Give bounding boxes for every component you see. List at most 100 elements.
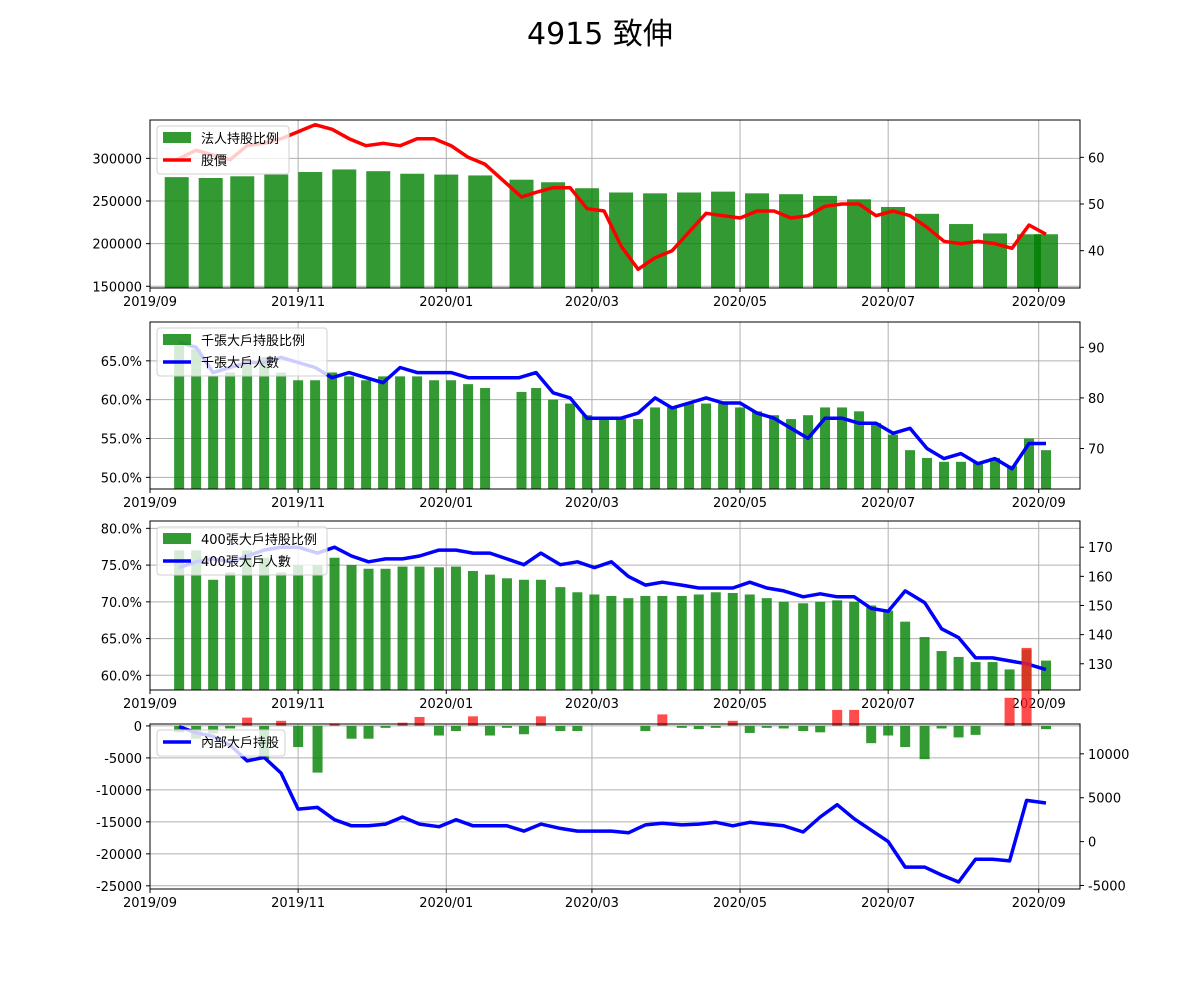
bar [798,725,809,732]
bar [871,422,882,489]
y-left-tick-label: -25000 [96,880,142,895]
bar [1034,234,1059,288]
bar [433,567,444,690]
y-left-tick-label: -20000 [96,848,142,863]
legend-label: 千張大戶人數 [201,356,279,371]
bar [412,376,423,489]
legend-label: 內部大戶持股 [201,736,279,751]
x-tick-label: 2020/05 [713,896,767,911]
bar [582,415,593,489]
bar [820,407,831,489]
bar [501,578,512,690]
x-tick-label: 2020/07 [861,295,915,310]
bar [990,457,1001,489]
x-tick-label: 2020/07 [861,896,915,911]
legend-box [156,327,328,377]
bar [344,376,355,489]
x-tick-label: 2020/09 [1012,896,1066,911]
bar [225,725,236,729]
bar [640,595,651,690]
bar [970,725,981,735]
bar [446,380,457,489]
bar [230,176,255,288]
x-tick-label: 2020/01 [419,697,473,712]
bar [346,565,357,690]
bar [939,461,950,489]
bar [606,595,617,690]
bar [956,461,967,489]
bar [616,419,627,489]
bar [259,557,270,690]
bar [919,637,930,690]
y-left-tick-label: -15000 [96,816,142,831]
bar [380,725,391,728]
bar [786,419,797,489]
bar [572,725,583,732]
bar [761,598,772,690]
x-tick-label: 2020/05 [713,697,767,712]
bar [623,598,634,690]
bar [225,572,236,690]
bar [599,419,610,489]
legend-swatch-bar [163,334,191,345]
y-right-tick-label: 10000 [1088,748,1129,763]
legend-label: 法人持股比例 [201,132,279,147]
bar [778,725,789,729]
bar [434,174,459,288]
bar [378,376,389,489]
bar [779,194,804,288]
x-tick-label: 2020/01 [419,896,473,911]
bar [208,376,219,489]
y-right-tick-label: 90 [1088,341,1105,356]
legend-box [156,526,328,576]
bar [191,550,202,690]
bar [837,407,848,489]
bar [936,651,947,690]
bar [643,193,668,288]
bar [276,720,287,726]
x-tick-label: 2020/03 [565,295,619,310]
bar [900,725,911,748]
y-left-tick-label: 0 [134,720,142,735]
y-left-tick-label: 150000 [92,280,142,295]
bar [866,725,877,744]
bar [693,725,704,730]
bar [987,662,998,690]
chart-institutional: 150000 200000 250000 300000 40 50 60 2019/09 201… [92,119,1105,310]
x-tick-label: 2019/11 [271,896,325,911]
bar [744,725,755,733]
bar [329,723,340,726]
bar [565,403,576,489]
bar [657,595,668,690]
y-right-tick-label: 60 [1088,151,1105,166]
x-tick-label: 2019/09 [123,496,177,511]
x-tick-label: 2020/01 [419,496,473,511]
chart-insider-holders: -25000 -20000 -15000 -10000 -5000 0 -5000 0 5000… [96,647,1129,911]
y-left-tick-label: 60.0% [101,669,142,684]
x-tick-label: 2020/03 [565,697,619,712]
bar [480,388,491,489]
bar [1024,438,1035,489]
bar [701,403,712,489]
bar [711,191,736,288]
bar [953,725,964,738]
bar [535,716,546,726]
bar [433,725,444,736]
bar [346,725,357,739]
bar [298,172,323,288]
x-tick-label: 2020/07 [861,697,915,712]
bar [467,570,478,690]
legend-label: 股價 [201,154,227,169]
chart-thousand-lot-holders: 50.0% 55.0% 60.0% 65.0% 70 80 90 2019/09 2019/11… [101,321,1105,511]
bar [242,550,253,690]
bar [429,380,440,489]
series-line [178,724,1047,884]
bar [710,592,721,690]
bar [970,662,981,690]
bar [208,579,219,690]
bar [395,376,406,489]
bar [516,391,527,489]
bar [744,594,755,690]
bar [657,714,668,726]
